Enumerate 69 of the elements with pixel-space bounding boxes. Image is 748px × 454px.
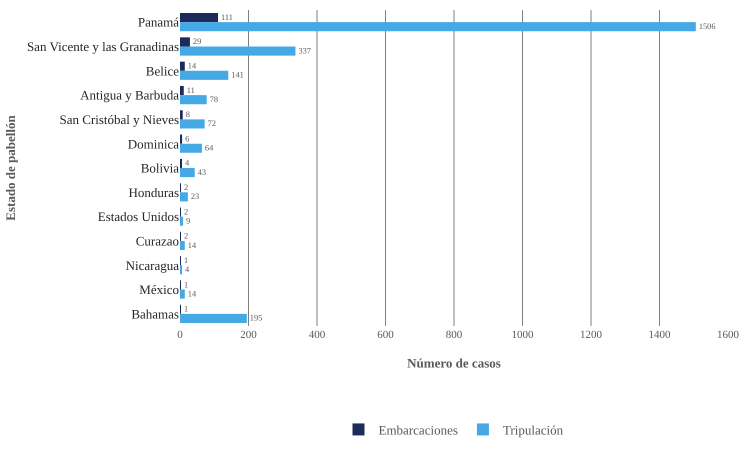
data-label: 2 xyxy=(184,207,188,216)
x-tick-label: 0 xyxy=(177,329,184,341)
y-tick-label: Curazao xyxy=(136,233,179,248)
data-label: 64 xyxy=(204,144,214,153)
data-label: 195 xyxy=(250,314,262,323)
bar xyxy=(180,22,696,32)
bar xyxy=(180,192,188,202)
x-tick-label: 800 xyxy=(446,329,463,341)
data-label: 8 xyxy=(186,110,190,120)
data-label: 11 xyxy=(186,86,195,95)
data-label: 111 xyxy=(221,12,233,22)
y-tick-label: San Cristóbal y Nieves xyxy=(59,112,179,127)
y-tick-label: Belice xyxy=(146,63,180,78)
x-tick-label: 1600 xyxy=(717,329,740,341)
data-label: 9 xyxy=(186,216,190,226)
data-label: 1 xyxy=(184,256,188,265)
legend-label: Tripulación xyxy=(502,422,564,438)
y-tick-label: San Vicente y las Granadinas xyxy=(26,39,179,54)
x-axis-title: Número de casos xyxy=(407,356,501,371)
bar xyxy=(180,144,202,153)
data-label: 23 xyxy=(190,192,200,202)
bar xyxy=(180,46,296,56)
data-label: 4 xyxy=(185,265,190,274)
y-tick-label: Panamá xyxy=(138,14,180,30)
y-tick-label: Antigua y Barbuda xyxy=(80,88,180,103)
bar xyxy=(180,314,247,323)
data-label: 141 xyxy=(231,70,244,80)
data-label: 1506 xyxy=(698,22,716,31)
legend-label: Embarcaciones xyxy=(378,422,458,438)
bar xyxy=(180,62,185,71)
x-tick-label: 600 xyxy=(377,329,394,341)
data-label: 14 xyxy=(188,61,197,70)
bar xyxy=(180,13,218,22)
bar xyxy=(180,95,207,104)
x-tick-label: 1200 xyxy=(580,329,602,341)
y-tick-label: Estados Unidos xyxy=(98,209,179,224)
data-label: 29 xyxy=(192,37,202,46)
data-label: 14 xyxy=(188,240,197,250)
bar xyxy=(180,119,205,128)
bar xyxy=(180,86,184,96)
data-label: 1 xyxy=(184,304,188,314)
y-axis-title: Estado de pabellón xyxy=(2,114,18,221)
y-tick-label: Honduras xyxy=(128,184,179,200)
data-label: 2 xyxy=(184,232,188,241)
y-tick-label: Nicaragua xyxy=(126,258,180,273)
x-tick-label: 1000 xyxy=(512,329,534,341)
bar xyxy=(180,70,228,80)
data-label: 72 xyxy=(208,119,216,128)
y-tick-label: Bolivia xyxy=(140,160,180,176)
y-tick-label: México xyxy=(139,282,179,298)
bar xyxy=(180,240,185,250)
data-label: 78 xyxy=(210,94,218,104)
x-tick-label: 400 xyxy=(308,329,326,341)
bar xyxy=(180,37,190,46)
bar xyxy=(180,168,195,178)
data-label: 43 xyxy=(198,168,206,177)
data-label: 6 xyxy=(185,134,190,144)
bar xyxy=(180,290,185,299)
data-label: 2 xyxy=(184,183,188,192)
y-tick-label: Dominica xyxy=(128,136,180,152)
y-tick-label: Bahamas xyxy=(131,306,179,322)
data-label: 1 xyxy=(184,280,188,290)
x-tick-label: 200 xyxy=(240,329,258,341)
x-tick-label: 1400 xyxy=(648,329,671,341)
bar xyxy=(180,110,183,120)
data-label: 4 xyxy=(185,158,190,168)
data-label: 14 xyxy=(188,289,197,298)
data-label: 337 xyxy=(298,46,311,56)
bar xyxy=(180,216,184,226)
